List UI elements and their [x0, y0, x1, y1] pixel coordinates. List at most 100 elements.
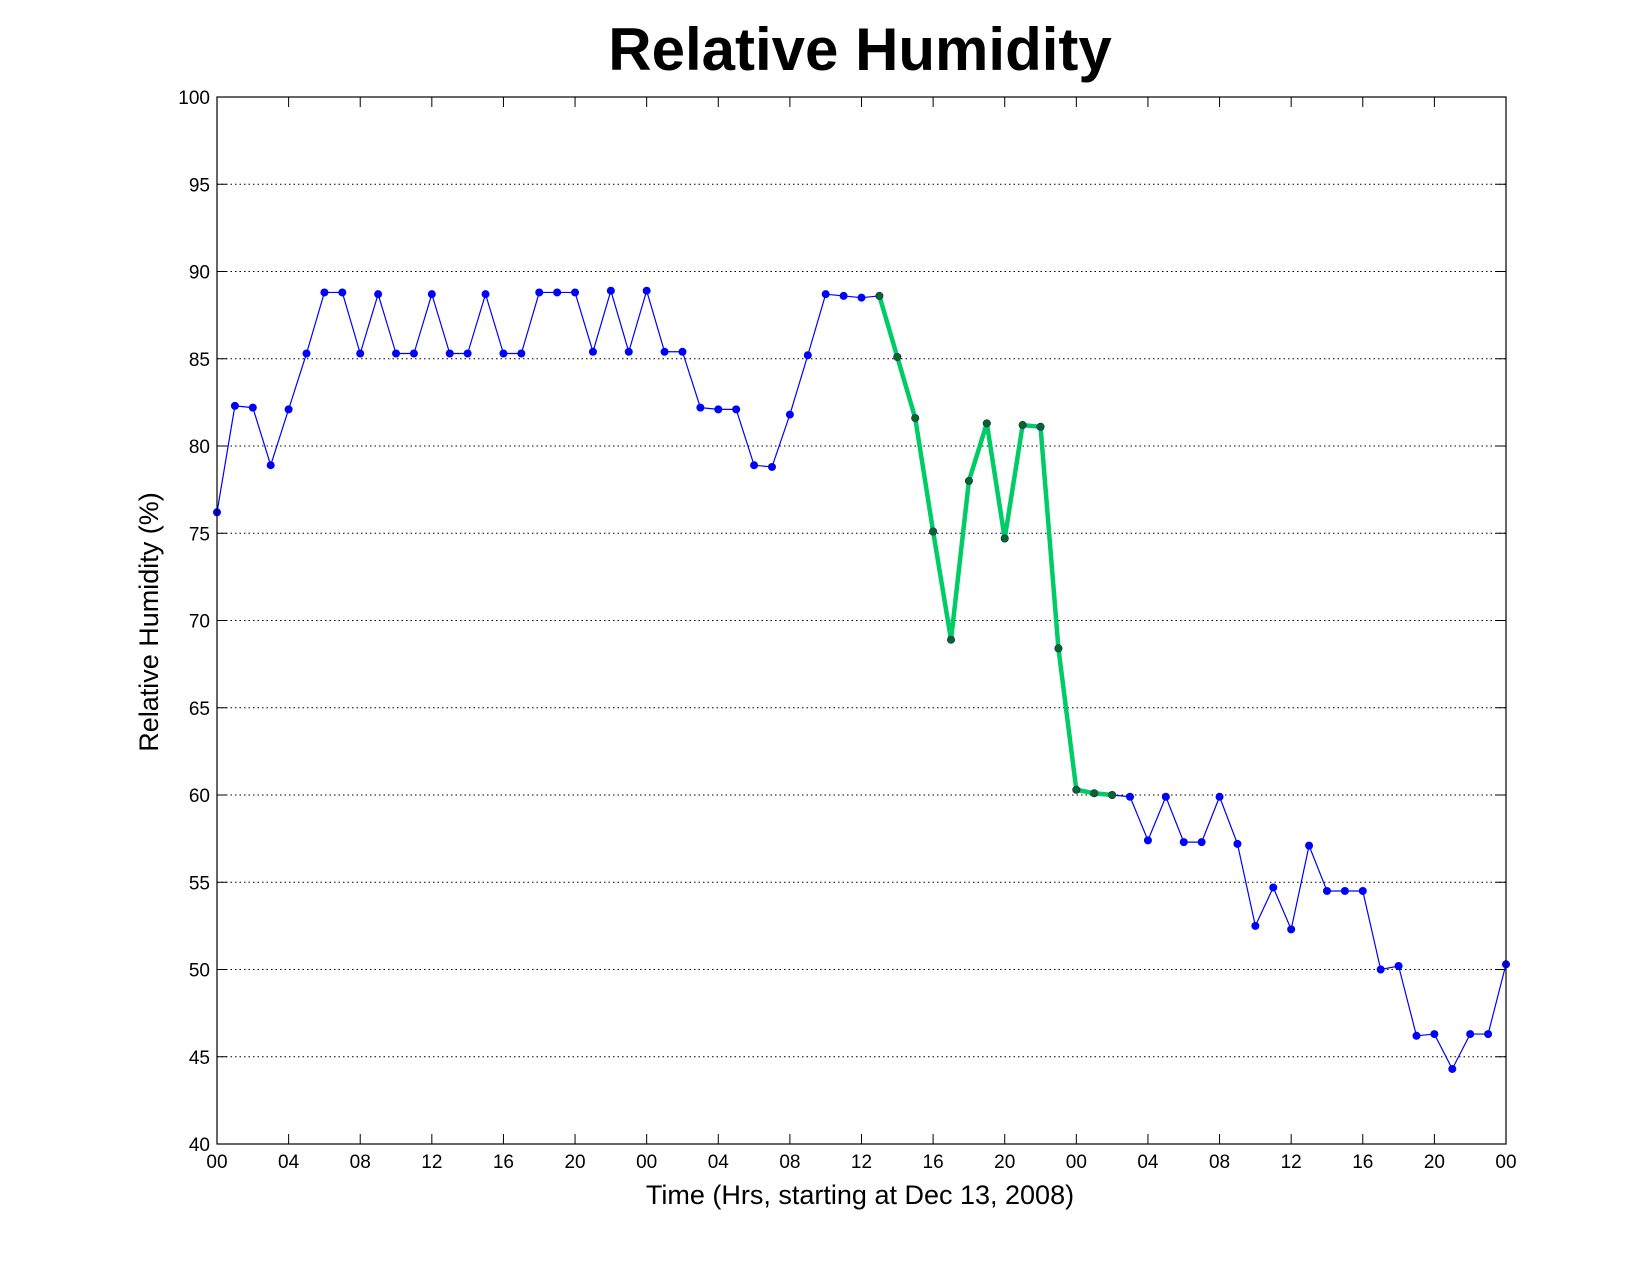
- data-point: [1358, 886, 1367, 895]
- data-point: [1197, 838, 1206, 847]
- data-point: [266, 461, 275, 470]
- data-point: [1215, 792, 1224, 801]
- data-point: [517, 349, 526, 358]
- y-tick-label: 70: [189, 612, 210, 633]
- x-tick-label: 04: [278, 1152, 300, 1173]
- data-point: [1305, 841, 1314, 850]
- y-tick-label: 85: [189, 350, 210, 371]
- data-point: [1161, 792, 1170, 801]
- data-point: [1322, 886, 1331, 895]
- highlight-data-point: [1090, 789, 1098, 797]
- highlight-data-point: [1072, 786, 1080, 794]
- data-point: [785, 410, 794, 419]
- data-point: [624, 347, 633, 356]
- y-tick-label: 90: [189, 263, 210, 284]
- x-tick-label: 04: [708, 1152, 730, 1173]
- y-tick-label: 100: [178, 88, 210, 109]
- data-point: [499, 349, 508, 358]
- data-point: [588, 347, 597, 356]
- data-point: [1287, 925, 1296, 934]
- x-tick-label: 00: [1495, 1152, 1516, 1173]
- x-tick-label: 12: [421, 1152, 442, 1173]
- data-point: [1340, 886, 1349, 895]
- x-tick-labels: 00 04 08 12 16 20 00 04 08 12 16 20 00 04 08 12 16 20 00: [206, 1152, 1516, 1173]
- y-tick-label: 50: [189, 961, 210, 982]
- data-point: [1430, 1030, 1439, 1039]
- data-point: [714, 405, 723, 414]
- data-point: [767, 462, 776, 471]
- highlight-data-point: [1019, 421, 1027, 429]
- data-points: [213, 286, 1510, 1073]
- data-point: [553, 288, 562, 297]
- data-point: [1251, 921, 1260, 930]
- data-point: [374, 290, 383, 299]
- data-point: [1376, 965, 1385, 974]
- highlight-data-point: [875, 292, 883, 300]
- data-point: [248, 403, 257, 412]
- data-point: [338, 288, 347, 297]
- data-point: [1448, 1064, 1457, 1073]
- data-point: [1394, 962, 1403, 971]
- y-tick-label: 40: [189, 1135, 210, 1156]
- data-point: [1412, 1031, 1421, 1040]
- data-point: [320, 288, 329, 297]
- data-point: [230, 401, 239, 410]
- data-point: [356, 349, 365, 358]
- data-point: [427, 290, 436, 299]
- data-point: [606, 286, 615, 295]
- data-point: [1466, 1030, 1475, 1039]
- x-tick-label: 20: [1424, 1152, 1445, 1173]
- x-tick-label: 16: [1352, 1152, 1373, 1173]
- data-point: [1269, 883, 1278, 892]
- data-point: [678, 347, 687, 356]
- y-axis-label: Relative Humidity (%): [134, 492, 164, 752]
- data-point: [445, 349, 454, 358]
- data-point: [284, 405, 293, 414]
- highlight-data-point: [1054, 644, 1062, 652]
- data-point: [803, 351, 812, 360]
- chart-title: Relative Humidity: [608, 16, 1112, 83]
- data-point: [839, 291, 848, 300]
- plot-frame: [216, 96, 1507, 1145]
- data-point: [571, 288, 580, 297]
- y-tick-label: 55: [189, 873, 210, 894]
- y-tick-label: 45: [189, 1048, 210, 1069]
- main-series-line: [216, 290, 1507, 1070]
- x-tick-label: 04: [1137, 1152, 1159, 1173]
- data-point: [1143, 836, 1152, 845]
- data-point: [857, 293, 866, 302]
- data-point: [1484, 1030, 1493, 1039]
- y-tick-labels: 40 45 50 55 60 65 70 75 80 85 90 95 100: [178, 88, 210, 1156]
- highlight-series-line: [877, 295, 1113, 798]
- x-tick-label: 08: [350, 1152, 371, 1173]
- highlight-data-point: [983, 419, 991, 427]
- data-point: [821, 290, 830, 299]
- x-tick-label: 00: [206, 1152, 227, 1173]
- x-tick-label: 08: [1209, 1152, 1230, 1173]
- y-tick-label: 80: [189, 437, 210, 458]
- x-tick-label: 00: [636, 1152, 657, 1173]
- x-tick-label: 12: [851, 1152, 872, 1173]
- data-point: [732, 405, 741, 414]
- highlight-data-point: [1108, 791, 1116, 799]
- data-point: [481, 290, 490, 299]
- y-tick-label: 95: [189, 175, 210, 196]
- x-tick-label: 12: [1281, 1152, 1302, 1173]
- data-point: [409, 349, 418, 358]
- x-tick-label: 16: [493, 1152, 514, 1173]
- x-tick-label: 00: [1066, 1152, 1087, 1173]
- y-tick-label: 75: [189, 524, 210, 545]
- data-point: [392, 349, 401, 358]
- highlight-data-point: [911, 414, 919, 422]
- data-point: [1179, 838, 1188, 847]
- highlight-data-point: [947, 636, 955, 644]
- series-lines: [216, 290, 1507, 1070]
- x-tick-label: 16: [923, 1152, 944, 1173]
- highlight-data-point: [1001, 534, 1009, 542]
- data-point: [302, 349, 311, 358]
- data-point: [1233, 839, 1242, 848]
- highlight-data-point: [1037, 423, 1045, 431]
- data-point: [642, 286, 651, 295]
- highlight-data-point: [965, 477, 973, 485]
